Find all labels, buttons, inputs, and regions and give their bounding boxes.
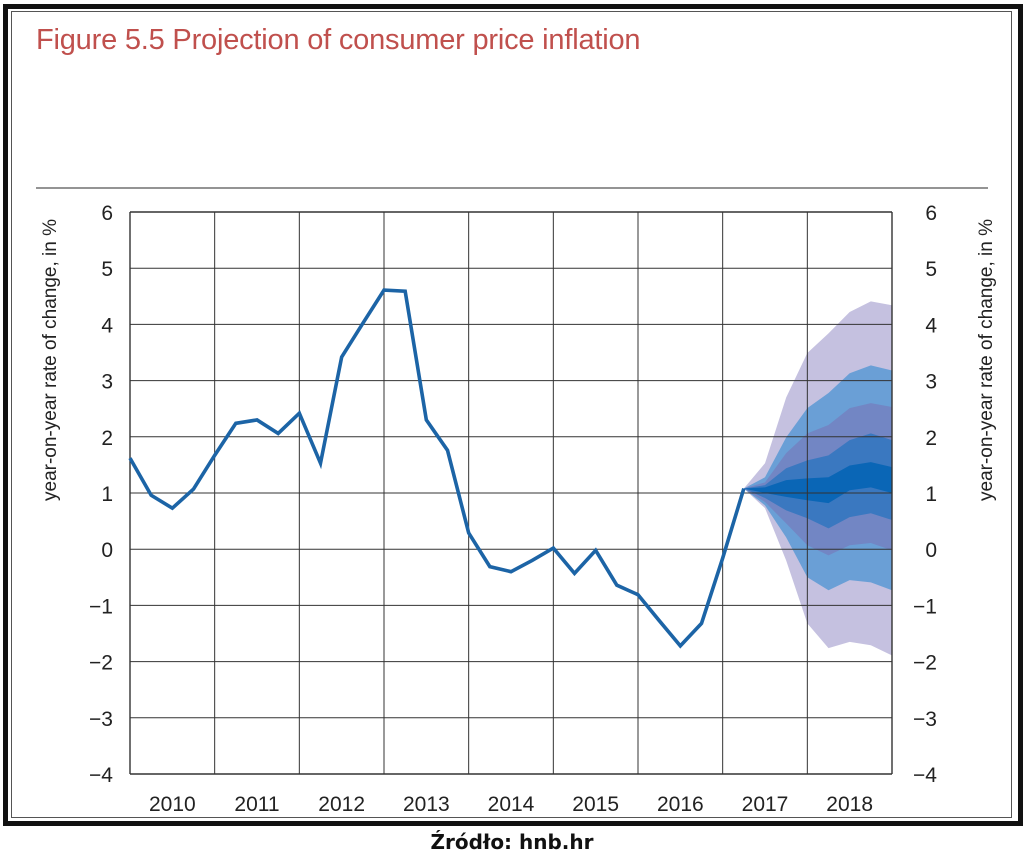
x-tick-label: 2018	[826, 793, 873, 816]
outer-frame	[3, 4, 1023, 826]
y-axis-title-left: year-on-year rate of change, in %	[40, 219, 61, 501]
x-tick-label: 2013	[403, 793, 450, 816]
y-tick-label-right: −4	[913, 764, 937, 787]
y-tick-label-right: 3	[925, 371, 937, 394]
y-tick-label-left: 3	[101, 371, 113, 394]
inflation-line	[128, 288, 746, 649]
y-tick-label-right: −2	[913, 652, 937, 675]
y-tick-label-right: −3	[913, 708, 937, 731]
y-tick-label-left: 0	[101, 539, 113, 562]
y-tick-label-right: 0	[925, 539, 937, 562]
y-tick-label-left: 6	[101, 202, 113, 225]
fan-layer	[743, 301, 892, 656]
y-tick-label-left: −2	[89, 652, 113, 675]
x-tick-label: 2014	[488, 793, 535, 816]
line-layer	[128, 288, 746, 649]
y-tick-label-right: 2	[925, 427, 937, 450]
y-tick-label-right: 1	[925, 483, 937, 506]
y-tick-label-right: 5	[925, 258, 937, 281]
y-tick-label-right: 6	[925, 202, 937, 225]
y-tick-label-left: −3	[89, 708, 113, 731]
x-tick-label: 2012	[318, 793, 365, 816]
x-tick-label: 2010	[149, 793, 196, 816]
y-tick-label-left: −4	[89, 764, 113, 787]
source-caption: Źródło: hnb.hr	[430, 830, 594, 854]
chart-title: Figure 5.5 Projection of consumer price …	[36, 24, 641, 56]
y-tick-label-left: 2	[101, 427, 113, 450]
x-tick-label: 2011	[234, 793, 279, 816]
y-tick-label-left: 1	[101, 483, 113, 506]
y-tick-label-right: 4	[925, 314, 937, 337]
grid-layer	[129, 211, 893, 775]
y-tick-label-left: 4	[101, 314, 113, 337]
x-tick-label: 2015	[572, 793, 619, 816]
x-tick-label: 2017	[742, 793, 789, 816]
x-tick-label: 2016	[657, 793, 704, 816]
label-layer: 6 6 5 5 4 4 3 3 2 2 1 1 0 0 −1 −1 −2 −2 −3 −3 −4 −4 2010 2011 20…	[89, 202, 937, 816]
y-tick-label-left: −1	[89, 595, 113, 618]
inner-frame	[11, 11, 1012, 818]
y-tick-label-right: −1	[913, 595, 937, 618]
y-axis-title-right: year-on-year rate of change, in %	[976, 219, 997, 501]
y-tick-label-left: 5	[101, 258, 113, 281]
